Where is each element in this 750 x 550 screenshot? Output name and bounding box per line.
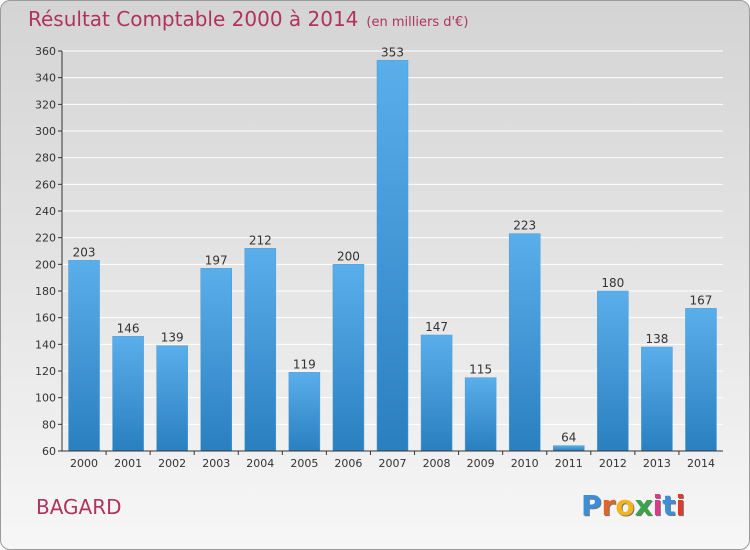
x-tick-label: 2008 <box>423 457 451 470</box>
x-tick-label: 2005 <box>290 457 318 470</box>
bar-2001 <box>112 336 144 452</box>
y-tick-label: 80 <box>42 418 56 431</box>
bar-2011 <box>553 445 585 452</box>
bar-2010 <box>508 233 541 452</box>
x-tick-label: 2000 <box>70 457 98 470</box>
bar-2007 <box>376 60 409 452</box>
y-tick-label: 180 <box>35 285 56 298</box>
y-tick-label: 260 <box>35 178 56 191</box>
bar-2012 <box>597 290 629 452</box>
logo-letter: r <box>601 489 616 522</box>
logo-letter: i <box>675 489 686 522</box>
bar-value-label: 223 <box>513 219 536 233</box>
logo-letter: t <box>662 489 676 522</box>
y-tick-label: 120 <box>35 365 56 378</box>
bar-value-label: 147 <box>425 320 448 334</box>
logo-letter: i <box>652 489 663 522</box>
commune-name: BAGARD <box>36 495 122 519</box>
x-tick-label: 2009 <box>467 457 495 470</box>
y-tick-label: 340 <box>35 72 56 85</box>
bar-value-label: 200 <box>337 249 360 263</box>
bar-2006 <box>332 264 365 452</box>
x-tick-label: 2004 <box>246 457 274 470</box>
bar-2003 <box>200 268 232 452</box>
y-tick-label: 300 <box>35 125 56 138</box>
x-tick-label: 2002 <box>158 457 186 470</box>
x-tick-label: 2007 <box>379 457 407 470</box>
logo-letter: P <box>581 489 602 522</box>
bar-value-label: 353 <box>381 45 404 59</box>
y-tick-label: 220 <box>35 232 56 245</box>
x-axis: 2000 2001 2002 2003 2004 2005 2006 2007 2008 2009… <box>62 450 723 470</box>
bar-value-label: 119 <box>293 357 316 371</box>
title-unit: (en milliers d'€) <box>366 15 469 30</box>
y-tick-label: 200 <box>35 258 56 271</box>
bar-value-label: 139 <box>161 331 184 345</box>
logo-letter: o <box>615 489 635 522</box>
bar-2013 <box>641 346 673 452</box>
y-tick-label: 240 <box>35 205 56 218</box>
bar-2008 <box>420 334 453 452</box>
title-text: Résultat Comptable 2000 à 2014 <box>28 7 359 31</box>
bar-2004 <box>244 248 277 452</box>
bar-value-label: 64 <box>561 431 576 445</box>
proxiti-logo: Proxiti <box>581 489 685 522</box>
bar-value-label: 212 <box>249 233 272 247</box>
bar-value-label: 180 <box>601 276 624 290</box>
y-axis: 60 80 100 120 140 160 180 200 220 240 260 280 300 320… <box>35 45 63 458</box>
bar-value-label: 197 <box>205 253 228 267</box>
y-tick-label: 140 <box>35 338 56 351</box>
x-tick-label: 2006 <box>334 457 362 470</box>
x-tick-label: 2012 <box>599 457 627 470</box>
bar-2002 <box>156 345 188 452</box>
logo-letter: x <box>634 489 653 522</box>
bar-value-label: 138 <box>645 332 668 346</box>
x-tick-label: 2010 <box>511 457 539 470</box>
x-tick-label: 2001 <box>114 457 142 470</box>
y-tick-label: 320 <box>35 98 56 111</box>
bars: 203 146 139 197 212 119 200 353 147 115 223 64 180 13… <box>68 45 717 452</box>
bar-value-label: 115 <box>469 363 492 377</box>
bar-2014 <box>685 308 717 452</box>
y-tick-label: 60 <box>42 445 56 458</box>
bar-2005 <box>288 372 321 452</box>
x-tick-label: 2003 <box>202 457 230 470</box>
chart-title: Résultat Comptable 2000 à 2014 (en millie… <box>28 7 468 31</box>
x-tick-label: 2011 <box>555 457 583 470</box>
bar-value-label: 203 <box>73 245 96 259</box>
bar-2000 <box>68 260 100 452</box>
x-tick-label: 2013 <box>643 457 671 470</box>
bar-value-label: 167 <box>690 293 713 307</box>
y-tick-label: 280 <box>35 152 56 165</box>
y-tick-label: 100 <box>35 392 56 405</box>
x-tick-label: 2014 <box>687 457 715 470</box>
bar-2009 <box>464 377 497 452</box>
bar-value-label: 146 <box>117 321 140 335</box>
y-tick-label: 360 <box>35 45 56 58</box>
y-tick-label: 160 <box>35 312 56 325</box>
